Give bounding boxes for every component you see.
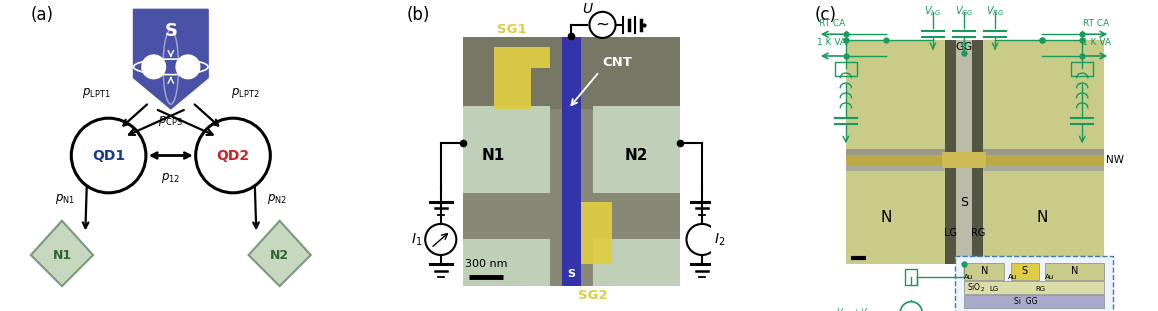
Circle shape [176,55,199,79]
Text: SG1: SG1 [497,23,527,36]
Text: N: N [1071,266,1078,276]
Text: RG: RG [1035,285,1046,292]
Text: $p_{\rm CPS}$: $p_{\rm CPS}$ [159,114,183,128]
Text: QD1: QD1 [91,148,125,163]
Text: GG: GG [955,42,973,52]
Bar [462,37,680,109]
Polygon shape [31,221,93,286]
Text: N2: N2 [625,148,648,163]
Circle shape [687,224,718,255]
Circle shape [142,55,166,79]
Bar [562,37,580,286]
Bar [593,106,680,193]
Text: $I_2$: $I_2$ [714,231,726,248]
Bar [963,263,1004,280]
Text: U: U [581,2,592,16]
FancyBboxPatch shape [955,256,1113,311]
Circle shape [589,12,616,38]
Polygon shape [493,47,550,109]
Polygon shape [249,221,310,286]
Text: 1 K VA: 1 K VA [818,38,846,47]
Text: RG: RG [970,228,985,238]
Bar [943,152,985,168]
Bar [845,40,945,149]
Text: $V_{GG}$: $V_{GG}$ [954,5,974,18]
Text: $p_{\rm LPT1}$: $p_{\rm LPT1}$ [82,86,110,100]
Text: N: N [1036,210,1048,225]
Text: 1 K VA: 1 K VA [1082,38,1111,47]
Text: N: N [880,210,892,225]
Text: ~: ~ [595,16,609,34]
Polygon shape [133,9,208,109]
Bar [462,37,680,286]
Text: S: S [164,22,177,40]
Bar [845,171,945,264]
Text: $p_{\rm N1}$: $p_{\rm N1}$ [54,192,75,206]
Bar [462,239,550,286]
Text: $V_{RG}$: $V_{RG}$ [985,5,1004,18]
Text: $V_{LG}$: $V_{LG}$ [924,5,941,18]
Bar [1045,263,1104,280]
Bar [983,40,1104,149]
Polygon shape [580,202,611,264]
Text: (a): (a) [31,6,54,24]
Text: S: S [960,196,968,209]
Bar [983,171,1104,264]
Text: (b): (b) [406,6,430,24]
Text: RT CA: RT CA [1083,19,1109,28]
Text: ~: ~ [907,308,916,311]
Bar [945,40,957,264]
Text: (c): (c) [815,6,837,24]
Text: N1: N1 [482,148,505,163]
Text: $p_{\rm N2}$: $p_{\rm N2}$ [266,192,286,206]
Text: Si  GG: Si GG [1014,297,1038,306]
Text: LG: LG [944,228,957,238]
Bar [957,40,972,264]
Bar [972,40,983,264]
Text: Au: Au [1007,274,1017,280]
Text: CNT: CNT [602,56,632,69]
Bar [593,239,680,286]
Text: LG: LG [989,285,998,292]
Bar [1011,263,1039,280]
Bar [1071,62,1093,76]
Text: 300 nm: 300 nm [464,259,507,269]
Circle shape [196,118,270,193]
Text: S: S [1021,266,1028,276]
Bar [845,155,1104,166]
Text: N1: N1 [52,248,72,262]
Text: SiO$_2$: SiO$_2$ [967,281,985,294]
Bar [845,40,1104,156]
Text: RT CA: RT CA [819,19,845,28]
Text: $p_{\rm LPT2}$: $p_{\rm LPT2}$ [232,86,259,100]
Text: S: S [567,269,576,279]
Text: QD2: QD2 [217,148,250,163]
Text: SG2: SG2 [578,289,607,302]
Text: N: N [981,266,988,276]
Bar [963,295,1104,308]
Text: Au: Au [1045,274,1054,280]
Bar [845,40,1104,264]
Bar [462,106,550,193]
Text: $V_{DC}+V_{AC}$: $V_{DC}+V_{AC}$ [836,306,877,311]
Text: N2: N2 [270,248,290,262]
Text: Au: Au [965,274,974,280]
Text: $p_{12}$: $p_{12}$ [161,171,181,185]
Bar [963,281,1104,294]
Circle shape [900,302,922,311]
Bar [835,62,857,76]
Text: $I_1$: $I_1$ [411,231,423,248]
Text: NW: NW [1106,155,1123,165]
Circle shape [425,224,456,255]
Bar [904,269,917,285]
Circle shape [72,118,146,193]
